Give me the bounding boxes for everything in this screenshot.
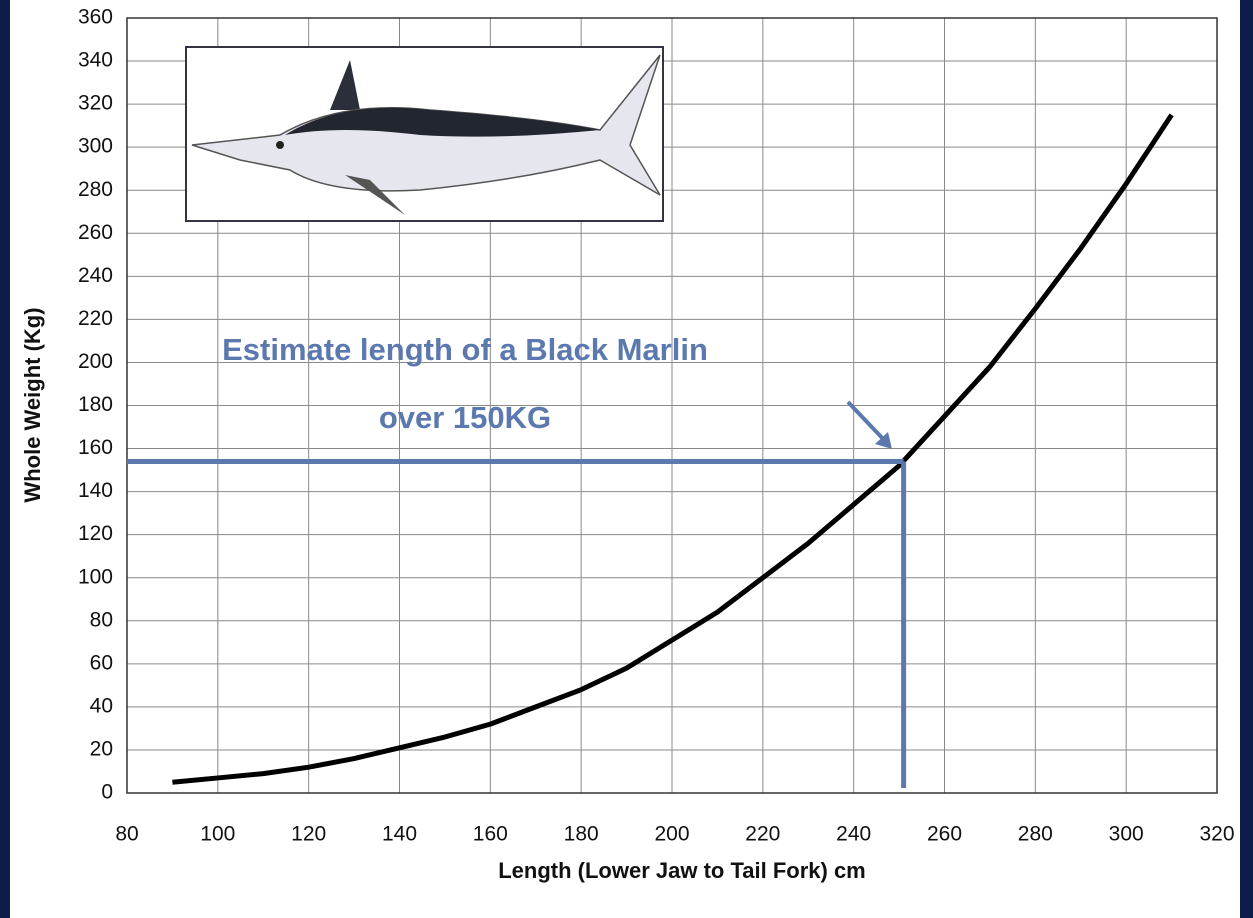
- y-tick-label: 260: [78, 221, 113, 244]
- y-tick-label: 80: [90, 608, 113, 631]
- page: Estimate length of a Black Marlin over 1…: [0, 0, 1253, 918]
- x-tick-label: 80: [115, 823, 138, 846]
- x-tick-label: 100: [200, 823, 235, 846]
- x-tick-label: 120: [291, 823, 326, 846]
- y-tick-label: 220: [78, 307, 113, 330]
- y-tick-label: 360: [78, 6, 113, 29]
- y-tick-label: 340: [78, 49, 113, 72]
- y-tick-label: 200: [78, 350, 113, 373]
- x-tick-label: 280: [1018, 823, 1053, 846]
- y-tick-label: 180: [78, 393, 113, 416]
- fish-eye: [276, 141, 284, 149]
- y-tick-label: 120: [78, 522, 113, 545]
- x-tick-label: 180: [564, 823, 599, 846]
- x-tick-label: 260: [927, 823, 962, 846]
- annotation: Estimate length of a Black Marlin: [222, 332, 708, 367]
- x-tick-label: 160: [473, 823, 508, 846]
- x-axis-title: Length (Lower Jaw to Tail Fork) cm: [498, 858, 866, 883]
- x-tick-label: 240: [836, 823, 871, 846]
- inset: [186, 47, 663, 221]
- x-tick-label: 200: [654, 823, 689, 846]
- annotation: over 150KG: [379, 400, 551, 435]
- y-tick-label: 160: [78, 436, 113, 459]
- y-tick-label: 20: [90, 737, 113, 760]
- x-tick-label: 220: [745, 823, 780, 846]
- y-tick-label: 240: [78, 264, 113, 287]
- y-tick-label: 60: [90, 651, 113, 674]
- y-tick-label: 140: [78, 479, 113, 502]
- x-tick-label: 140: [382, 823, 417, 846]
- y-tick-label: 320: [78, 92, 113, 115]
- x-tick-label: 320: [1199, 823, 1234, 846]
- y-tick-label: 300: [78, 135, 113, 158]
- y-tick-label: 280: [78, 178, 113, 201]
- y-tick-label: 0: [101, 781, 113, 804]
- x-tick-label: 300: [1109, 823, 1144, 846]
- chart: Estimate length of a Black Marlin over 1…: [0, 0, 1253, 918]
- y-axis-title: Whole Weight (Kg): [20, 307, 45, 502]
- y-tick-label: 100: [78, 565, 113, 588]
- y-tick-label: 40: [90, 694, 113, 717]
